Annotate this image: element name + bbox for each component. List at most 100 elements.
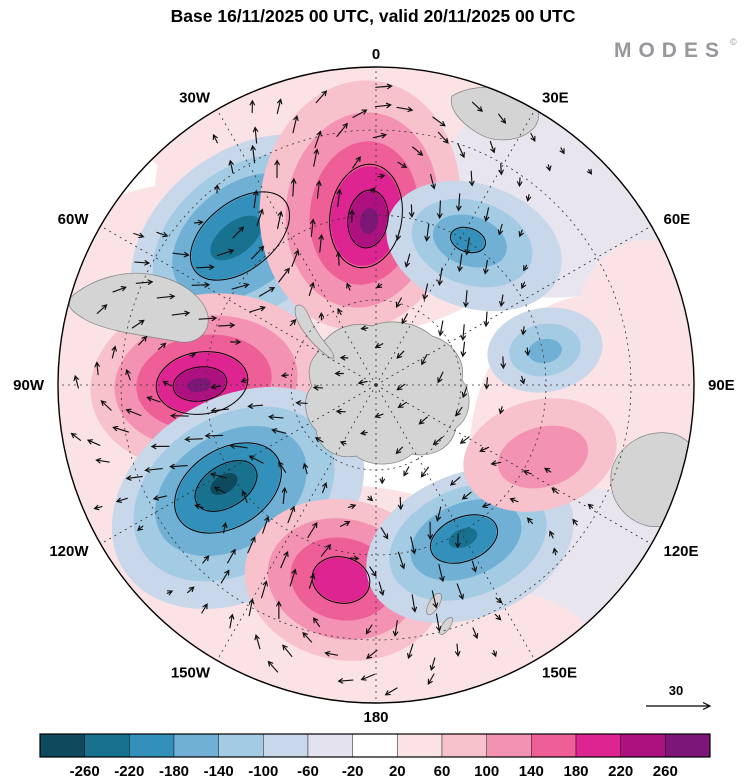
- wind-arrow: [334, 370, 344, 377]
- modes-logo-mark: ©: [730, 37, 737, 47]
- wind-arrow: [586, 168, 593, 175]
- wind-arrow: [379, 476, 386, 485]
- wind-arrow: [100, 400, 112, 411]
- new-zealand-north-island: [426, 592, 442, 616]
- wind-arrow: [249, 99, 256, 114]
- wind-arrow: [336, 188, 343, 208]
- colorbar-cell: [173, 733, 219, 758]
- wind-arrow: [152, 495, 168, 501]
- wind-arrow: [204, 432, 224, 439]
- colorbar-tick-label: -100: [248, 763, 278, 780]
- wind-arrow: [461, 491, 472, 500]
- wind-arrow: [471, 101, 483, 113]
- wind-arrow: [397, 161, 408, 169]
- wind-arrow: [213, 486, 226, 494]
- wind-arrow: [70, 432, 82, 441]
- wind-arrow: [184, 436, 203, 442]
- meridian-line: [100, 225, 377, 386]
- wind-arrow: [366, 649, 378, 659]
- wind-arrow: [526, 517, 534, 525]
- wind-arrow: [427, 673, 435, 685]
- contour-lines: [155, 163, 498, 604]
- wind-arrow: [156, 293, 176, 300]
- wind-arrow: [137, 525, 144, 531]
- colorbar-tick-label: 180: [563, 763, 588, 780]
- wind-arrow: [349, 208, 355, 223]
- wind-arrow: [94, 361, 100, 376]
- wind-arrow: [210, 384, 221, 390]
- wind-arrow: [431, 590, 439, 609]
- wind-arrow: [162, 380, 172, 387]
- colorbar-tick-label: 220: [608, 763, 633, 780]
- wind-arrow: [421, 353, 428, 366]
- wind-arrow: [93, 504, 103, 511]
- wind-arrow: [254, 634, 261, 650]
- wind-arrow: [112, 425, 129, 433]
- wind-arrow: [133, 232, 145, 239]
- wind-reference: 30: [646, 683, 712, 711]
- wind-arrow: [404, 253, 411, 268]
- wind-arrow: [461, 386, 468, 399]
- wind-arrow: [157, 342, 167, 351]
- wind-arrow: [194, 503, 204, 510]
- wind-arrow: [420, 466, 429, 478]
- colorbar-cell: [218, 733, 264, 758]
- colorbar-cell: [665, 733, 711, 758]
- wind-arrow: [460, 341, 467, 358]
- wind-arrow: [314, 437, 324, 443]
- colorbar-cell: [620, 733, 666, 758]
- wind-arrow: [115, 497, 128, 503]
- wind-arrow: [111, 345, 117, 359]
- wind-arrow: [376, 282, 383, 289]
- wind-arrow: [395, 446, 403, 455]
- wind-arrow: [144, 467, 163, 473]
- wind-arrow: [498, 406, 505, 415]
- anomaly-positive-110e: [463, 398, 617, 512]
- wind-arrow: [191, 282, 211, 288]
- wind-arrow: [525, 194, 532, 202]
- wind-arrow: [125, 475, 143, 481]
- wind-arrow: [427, 521, 433, 541]
- wind-arrow: [256, 208, 264, 227]
- wind-arrow: [135, 279, 154, 285]
- wind-arrow: [455, 533, 461, 549]
- wind-arrow: [312, 385, 324, 391]
- wind-arrow: [322, 481, 328, 494]
- wind-arrow: [546, 164, 552, 172]
- wind-arrow: [112, 286, 127, 293]
- wind-arrow: [498, 113, 507, 124]
- wind-arrow: [549, 530, 555, 539]
- wind-arrow: [374, 342, 384, 348]
- wind-arrow: [247, 536, 256, 554]
- colorbar-cell: [129, 733, 175, 758]
- longitude-label-30E: 30E: [542, 90, 569, 107]
- wind-arrow: [324, 650, 339, 657]
- wind-arrow: [437, 371, 444, 384]
- wind-arrow: [169, 463, 188, 470]
- wind-arrow: [490, 460, 502, 466]
- colorbar-tick-label: 140: [519, 763, 544, 780]
- wind-arrow: [320, 543, 332, 557]
- wind-arrow: [267, 414, 284, 420]
- colorbar-tick-label: -180: [159, 763, 189, 780]
- wind-arrow: [125, 408, 142, 417]
- meridian-line: [375, 384, 652, 545]
- wind-arrow: [469, 170, 475, 187]
- wind-arrow: [308, 573, 316, 589]
- longitude-label-120E: 120E: [664, 543, 699, 560]
- colorbar-tick-label: -60: [297, 763, 319, 780]
- wind-arrow: [73, 374, 79, 389]
- wind-arrow: [497, 223, 504, 236]
- wind-arrow: [494, 613, 502, 621]
- wind-arrow: [483, 311, 490, 328]
- wind-arrow: [530, 132, 536, 142]
- wind-arrow: [339, 440, 347, 446]
- wind-arrow: [471, 560, 478, 573]
- wind-arrow: [438, 564, 445, 583]
- wind-arrow: [250, 144, 256, 164]
- wind-arrow: [495, 597, 503, 604]
- wind-arrow: [241, 490, 248, 504]
- antarctica-landmass: [305, 321, 470, 465]
- wind-arrow: [95, 458, 110, 464]
- wind-arrow: [189, 352, 197, 358]
